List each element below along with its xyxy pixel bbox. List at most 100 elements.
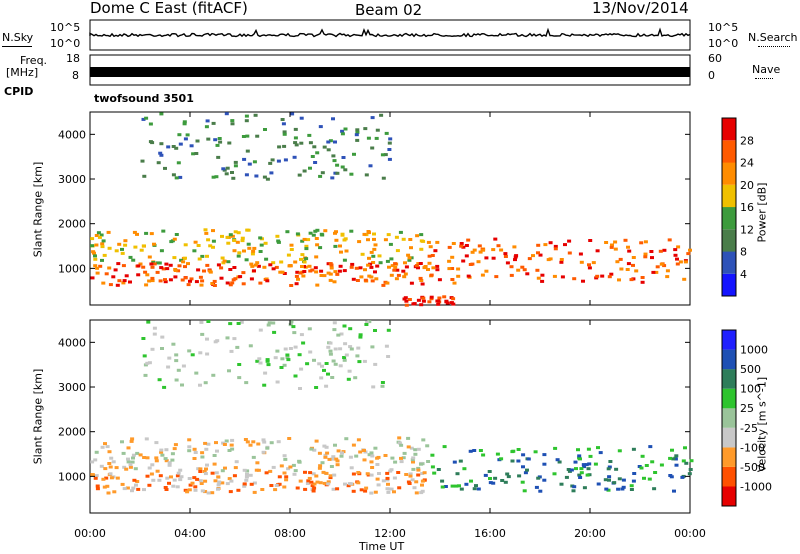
velocity-cell: [324, 445, 329, 449]
power-cell: [140, 159, 145, 163]
power-cell: [531, 254, 535, 258]
power-cell: [294, 143, 299, 147]
velocity-cell: [232, 474, 237, 478]
power-cell: [205, 263, 210, 267]
x-tick-label: 20:00: [574, 527, 606, 540]
power-cell: [387, 157, 392, 161]
power-cell: [437, 296, 442, 300]
velocity-cell: [362, 458, 367, 462]
power-heatmap: [90, 112, 692, 307]
velocity-cell: [104, 476, 109, 480]
power-cell: [416, 298, 421, 302]
power-cell: [212, 284, 217, 287]
cpid-label: CPID: [4, 85, 34, 98]
power-cell: [450, 278, 455, 281]
power-cell: [131, 258, 136, 262]
power-cell: [643, 255, 648, 259]
velocity-cell: [542, 478, 547, 482]
power-cell: [276, 240, 281, 244]
velocity-cell: [542, 462, 547, 466]
velocity-cell: [115, 476, 120, 480]
velocity-cell: [582, 486, 587, 490]
velocity-cell: [94, 474, 99, 478]
power-cell: [264, 277, 269, 281]
velocity-cell: [408, 472, 413, 476]
power-cell: [429, 273, 434, 277]
velocity-cell: [309, 480, 314, 484]
velocity-cell: [167, 463, 172, 467]
velocity-cell: [100, 445, 105, 449]
velocity-cell: [312, 482, 317, 486]
power-cell: [543, 243, 548, 247]
velocity-cell: [132, 478, 137, 482]
power-cell: [366, 238, 370, 242]
power-cell: [393, 262, 398, 266]
velocity-cell: [242, 468, 247, 472]
velocity-colorbar-swatch: [722, 388, 736, 409]
velocity-cell: [346, 484, 351, 488]
velocity-cell: [303, 487, 308, 491]
velocity-cell: [288, 323, 293, 327]
power-cell: [349, 172, 354, 176]
power-cell: [206, 137, 211, 141]
power-colorbar: 28 24 20 16 12 8 4: [721, 117, 754, 297]
velocity-cell: [310, 484, 315, 488]
power-cell: [265, 279, 270, 283]
velocity-cell: [160, 453, 165, 457]
power-cell: [202, 269, 206, 273]
power-cell: [246, 242, 251, 246]
power-cell: [407, 256, 412, 260]
power-cell: [314, 270, 319, 274]
velocity-cell: [170, 458, 175, 462]
velocity-cell: [493, 476, 498, 480]
velocity-cell: [192, 476, 197, 480]
power-cell: [662, 264, 667, 268]
velocity-cell: [578, 457, 582, 461]
velocity-cell: [318, 464, 323, 468]
power-cell: [121, 281, 126, 285]
velocity-cell: [193, 485, 198, 489]
velocity-cell: [426, 460, 431, 463]
velocity-cell: [459, 487, 464, 491]
velocity-cell: [142, 354, 147, 358]
velocity-cell: [411, 460, 415, 464]
power-cell: [302, 237, 307, 241]
velocity-cell: [150, 463, 155, 467]
velocity-cell: [273, 488, 278, 492]
power-cell: [207, 269, 212, 273]
velocity-cell: [108, 472, 113, 476]
velocity-cell: [193, 451, 198, 454]
velocity-cell: [292, 331, 297, 335]
velocity-cell: [569, 468, 574, 472]
velocity-cell: [422, 471, 427, 475]
power-cell: [194, 280, 199, 284]
velocity-cell: [328, 474, 333, 478]
power-cell: [166, 145, 171, 149]
velocity-cell: [227, 449, 232, 452]
power-colorbar-tick-label: 16: [740, 201, 754, 214]
velocity-cell: [406, 445, 411, 449]
power-cell: [150, 141, 155, 145]
velocity-cell: [361, 448, 366, 452]
velocity-cell: [90, 460, 95, 464]
power-cell: [464, 244, 469, 247]
velocity-colorbar-swatch: [722, 466, 736, 487]
velocity-cell: [134, 483, 138, 487]
velocity-cell: [416, 473, 421, 477]
power-cell: [233, 230, 238, 234]
velocity-cell: [212, 462, 217, 466]
nsky-label: N.Sky: [2, 31, 34, 44]
power-cell: [418, 276, 423, 280]
power-cell: [369, 265, 374, 269]
velocity-cell: [621, 478, 626, 482]
velocity-cell: [328, 352, 333, 356]
power-cell: [111, 275, 116, 279]
power-cell: [180, 278, 185, 282]
power-cell: [369, 250, 374, 254]
power-cell: [367, 231, 371, 235]
power-cell: [100, 258, 104, 262]
velocity-cell: [163, 457, 168, 461]
velocity-cell: [103, 442, 107, 446]
velocity-cell: [571, 489, 576, 493]
power-cell: [235, 240, 240, 244]
